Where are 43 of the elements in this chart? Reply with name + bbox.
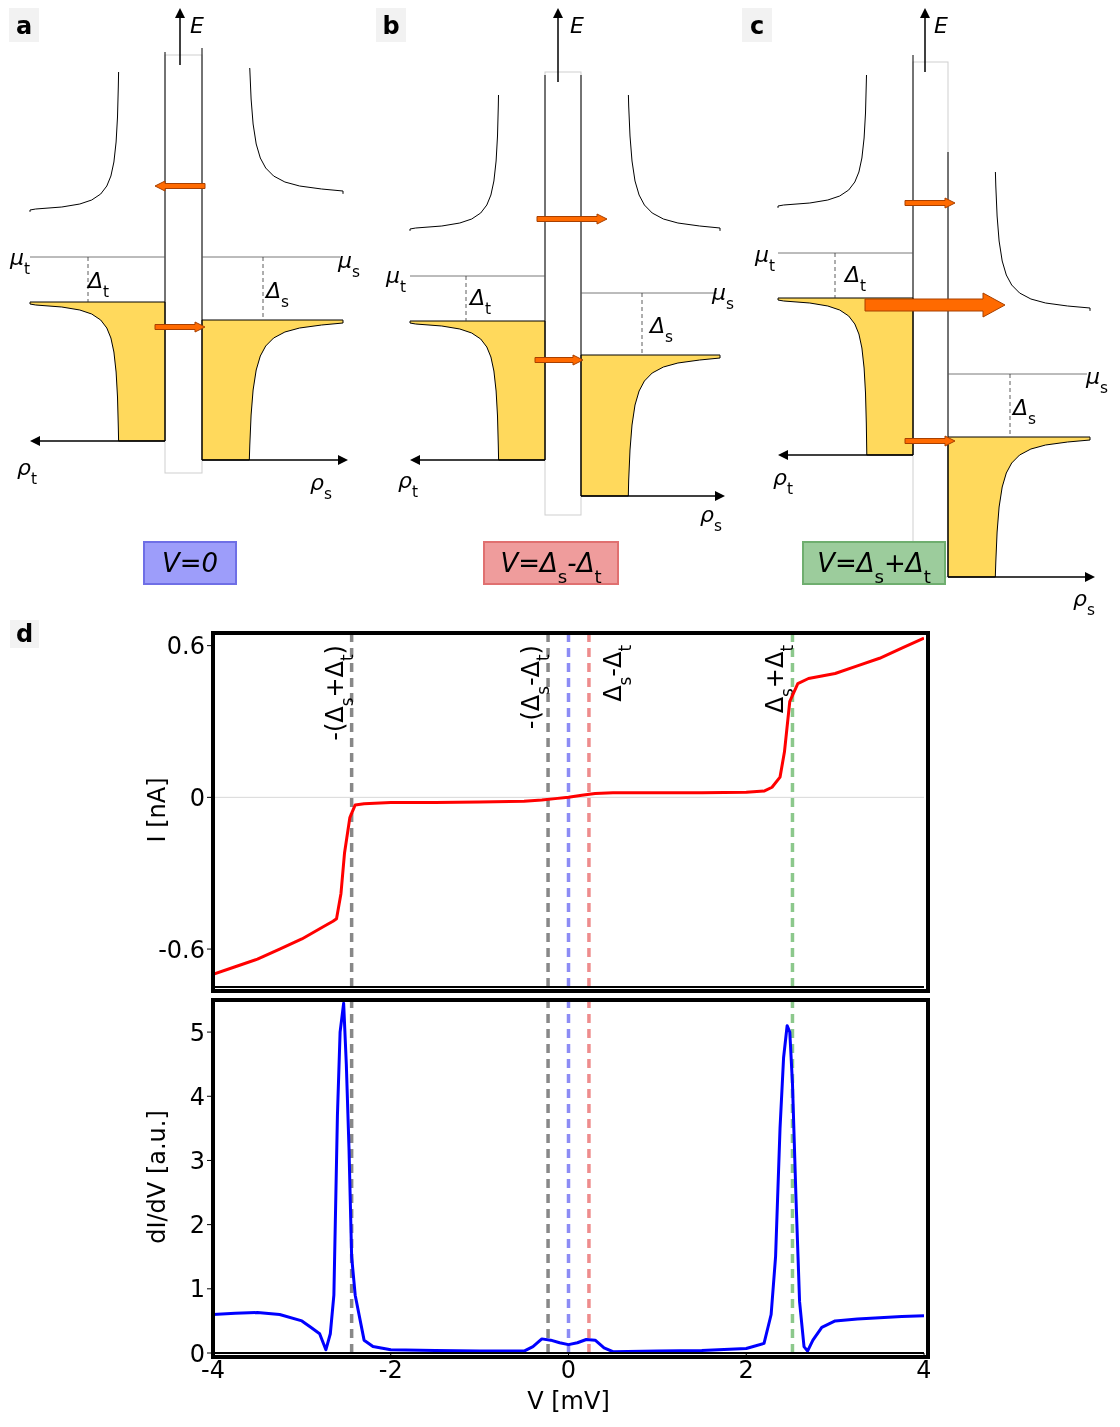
text: Δ$_{s}$ xyxy=(264,278,290,311)
x-tick-label: 4 xyxy=(916,1356,932,1385)
x-tick-label: -2 xyxy=(378,1356,403,1385)
text: Δ$_{t}$ xyxy=(843,262,867,295)
text: E xyxy=(934,13,948,38)
text: E xyxy=(570,13,584,38)
text: ρ$_{s}$ xyxy=(310,470,332,503)
x-tick-label: 0 xyxy=(560,1356,577,1385)
text: μ$_{t}$ xyxy=(754,242,776,275)
y-tick-label: 3 xyxy=(189,1146,205,1175)
text: V=Δ$_{s}$+Δ$_{t}$ xyxy=(817,548,931,587)
text: μ$_{s}$ xyxy=(711,280,735,313)
text: Δ$_{t}$ xyxy=(468,285,492,318)
text: Δ$_{t}$ xyxy=(86,268,110,301)
y-tick-label: 2 xyxy=(189,1211,205,1240)
text: V=0 xyxy=(161,548,219,578)
text: ρ$_{t}$ xyxy=(17,455,38,488)
y-tick-label: 4 xyxy=(189,1082,205,1111)
text: E xyxy=(190,13,204,38)
chart-title: d xyxy=(10,620,40,648)
text: μ$_{s}$ xyxy=(1085,364,1109,397)
text: Δ$_{s}$ xyxy=(1011,395,1037,428)
text: μ$_{t}$ xyxy=(385,263,407,296)
y-tick-label: 0 xyxy=(189,783,205,812)
text: ρ$_{s}$ xyxy=(700,502,722,535)
text: a xyxy=(15,12,33,40)
text: ρ$_{s}$ xyxy=(1073,586,1095,619)
text: c xyxy=(749,12,765,40)
y-tick-label: -0.6 xyxy=(158,935,205,964)
text: Δ$_{s}$ xyxy=(648,313,674,346)
text: V=Δ$_{s}$-Δ$_{t}$ xyxy=(500,548,602,587)
text: ρ$_{t}$ xyxy=(398,468,419,501)
text: μ$_{s}$ xyxy=(337,248,361,281)
text: ρ$_{t}$ xyxy=(773,465,794,498)
y-tick-label: 5 xyxy=(189,1018,205,1047)
y-axis-title: I [nA] xyxy=(143,777,171,843)
y-axis-title: dI/dV [a.u.] xyxy=(143,1109,171,1244)
text: b xyxy=(382,12,400,40)
x-tick-label: 2 xyxy=(738,1356,754,1385)
y-tick-label: 1 xyxy=(189,1275,205,1304)
y-tick-label: 0.6 xyxy=(166,632,205,661)
text: μ$_{t}$ xyxy=(9,245,31,278)
x-axis-title: V [mV] xyxy=(527,1387,610,1415)
